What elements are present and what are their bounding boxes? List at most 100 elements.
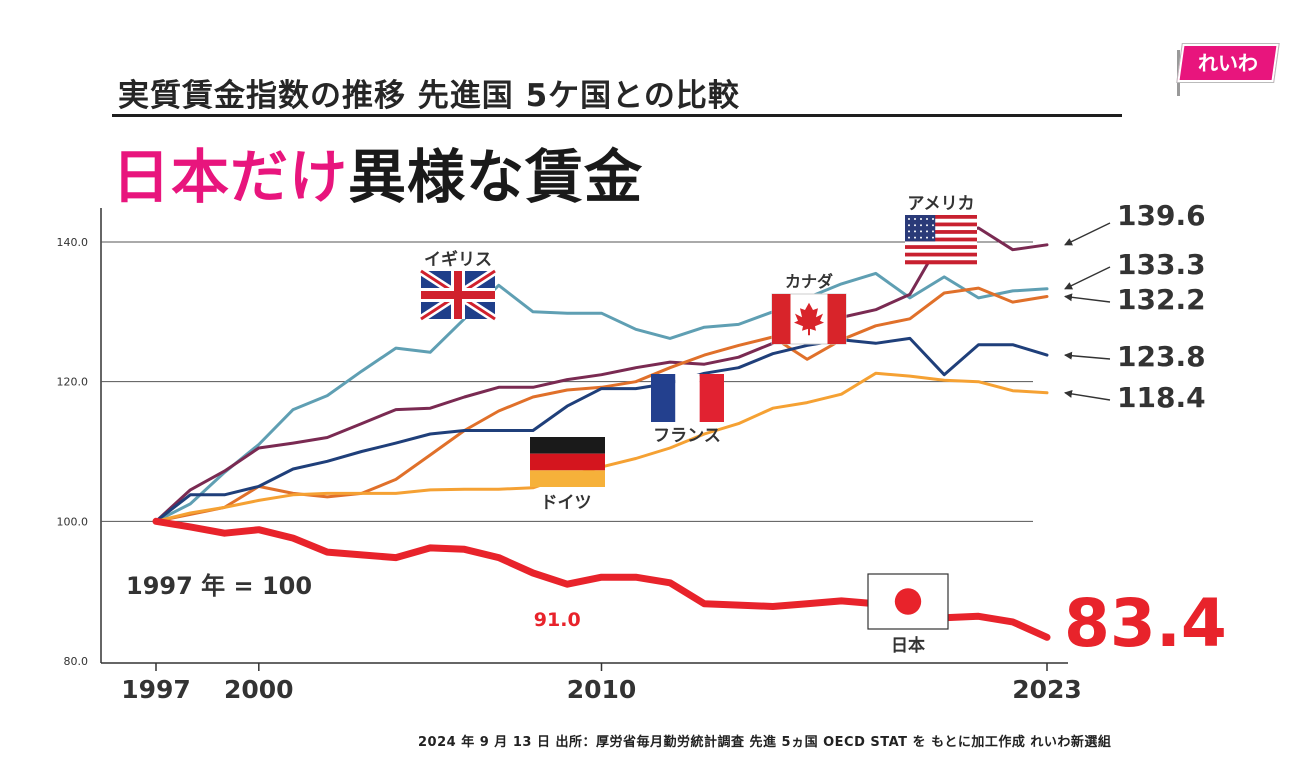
data-point-france [326,460,329,463]
data-point-uk [669,337,671,340]
data-point-canada [943,292,945,294]
data-point-japan [326,551,329,553]
data-point-canada [909,318,911,320]
data-point-usa [977,227,980,229]
data-point-usa [669,361,671,363]
data-point-usa [1046,244,1048,246]
data-point-usa [532,386,534,389]
data-point-usa [360,422,363,425]
data-point-germany [635,457,637,460]
data-point-uk [909,297,911,299]
data-point-uk [600,312,603,315]
headline-main: 異様な賃金 [348,143,644,211]
data-point-germany [532,487,534,489]
data-point-germany [360,492,363,495]
data-point-france [1046,354,1048,356]
annotation-label: 91.0 [534,609,581,631]
data-point-france [909,337,911,340]
data-point-uk [292,408,294,411]
data-point-uk [326,394,329,397]
data-point-france [395,442,397,444]
data-point-japan [840,600,843,602]
data-point-france [772,352,774,355]
data-point-france [806,344,808,347]
title-divider [112,114,1122,117]
data-point-germany [772,407,774,410]
data-point-japan [635,576,637,578]
x-tick-label: 1997 [121,675,191,704]
data-point-germany [909,375,911,377]
end-label-arrow-usa [1064,222,1111,246]
data-point-uk [566,312,568,315]
data-point-usa [1011,248,1014,251]
data-point-france [223,494,226,496]
data-point-germany [703,433,706,435]
data-point-canada [532,396,534,398]
end-label-arrow-canada [1064,293,1111,303]
flag-label-usa: アメリカ [907,194,974,214]
data-point-uk [703,326,706,329]
data-point-japan [258,528,260,531]
data-point-canada [1046,295,1048,298]
end-label-arrow-germany [1064,389,1111,401]
data-point-germany [874,372,877,375]
data-point-usa [703,363,706,366]
data-point-germany [497,488,500,491]
data-point-canada [326,496,329,498]
data-point-usa [737,356,740,359]
flag-label-uk: イギリス [424,250,492,270]
data-point-france [532,429,534,432]
data-point-japan [497,556,500,559]
data-point-usa [566,378,568,381]
data-point-uk [840,283,843,285]
data-point-canada [874,325,877,327]
y-tick-label: 120.0 [57,376,89,389]
data-point-japan [463,548,466,551]
data-point-uk [943,276,945,278]
data-point-japan [223,532,226,534]
data-point-usa [395,408,397,411]
data-point-germany [669,447,671,449]
data-point-usa [635,366,637,369]
data-point-usa [292,442,294,444]
end-value-label-germany: 118.4 [1117,381,1206,414]
flag-label-canada: カナダ [785,272,833,291]
data-point-canada [497,410,500,412]
data-point-germany [429,489,432,491]
data-point-canada [977,287,980,289]
x-tick-label: 2000 [224,675,294,704]
flag-label-germany: ドイツ [541,493,592,513]
data-point-usa [497,386,500,389]
data-point-france [703,372,706,375]
data-point-france [360,450,363,453]
data-point-france [566,405,568,407]
data-point-france [737,366,740,369]
data-point-japan [600,576,603,578]
headline: 日本だけ異様な賃金 [112,130,643,214]
data-point-germany [395,492,397,495]
data-point-france [600,387,603,390]
data-point-japan [977,615,980,618]
data-point-france [977,343,980,346]
data-point-germany [806,401,808,404]
data-point-canada [703,354,706,356]
data-point-usa [463,396,466,398]
data-point-france [635,387,637,390]
chart-subtitle: 実質賃金指数の推移 先進国 5ケ国との比較 [118,78,740,114]
data-point-usa [600,373,603,376]
france-flag-icon [651,374,724,422]
end-value-label-usa: 139.6 [1117,199,1206,232]
data-point-uk [258,443,260,446]
data-point-canada [669,366,671,369]
data-point-japan [395,556,397,559]
data-point-japan [360,554,363,556]
data-point-france [189,494,192,496]
data-point-germany [1046,392,1048,394]
data-point-usa [258,447,260,449]
data-point-usa [189,489,192,491]
data-point-japan [1011,621,1014,623]
data-point-usa [223,470,226,472]
uk-flag-icon [418,267,498,323]
data-point-canada [737,344,740,347]
data-point-uk [977,297,980,299]
